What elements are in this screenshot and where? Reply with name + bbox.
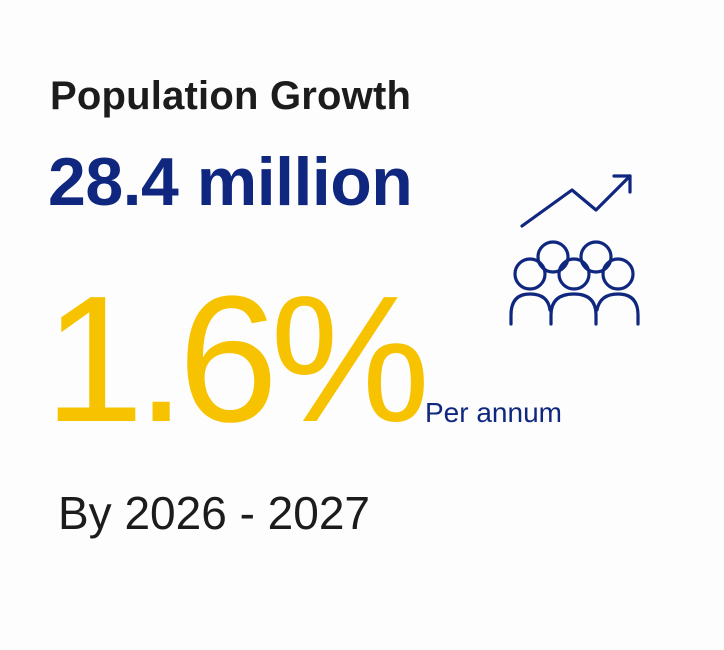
growth-rate: 1.6% [44,259,430,460]
population-value: 28.4 million [48,144,413,220]
population-growth-icon [509,174,640,326]
period-label: By 2026 - 2027 [58,487,371,539]
card-title: Population Growth [50,74,412,118]
growth-rate-unit: Per annum [425,397,562,428]
